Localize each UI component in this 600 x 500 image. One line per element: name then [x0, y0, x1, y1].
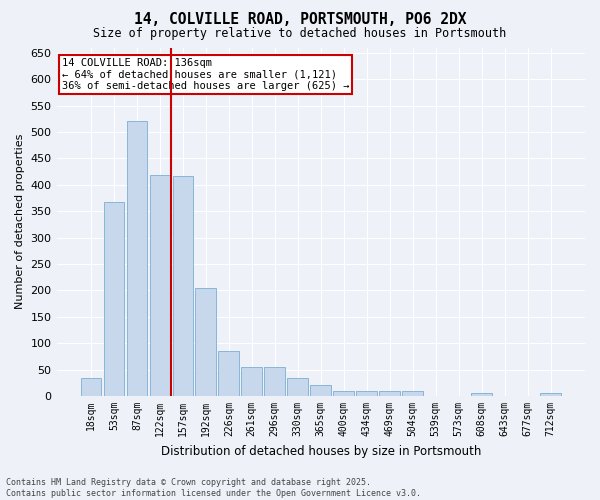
Bar [241, 367, 262, 396]
Bar [403, 391, 423, 396]
Bar [287, 378, 308, 396]
X-axis label: Distribution of detached houses by size in Portsmouth: Distribution of detached houses by size … [161, 444, 481, 458]
Text: 14, COLVILLE ROAD, PORTSMOUTH, PO6 2DX: 14, COLVILLE ROAD, PORTSMOUTH, PO6 2DX [134, 12, 466, 28]
Bar [265, 367, 285, 396]
Bar [310, 386, 331, 396]
Bar [173, 176, 193, 396]
Text: 14 COLVILLE ROAD: 136sqm
← 64% of detached houses are smaller (1,121)
36% of sem: 14 COLVILLE ROAD: 136sqm ← 64% of detach… [62, 58, 349, 91]
Bar [356, 391, 377, 396]
Bar [334, 391, 354, 396]
Y-axis label: Number of detached properties: Number of detached properties [15, 134, 25, 310]
Bar [80, 378, 101, 396]
Bar [149, 176, 170, 396]
Bar [104, 202, 124, 396]
Bar [196, 288, 216, 396]
Text: Contains HM Land Registry data © Crown copyright and database right 2025.
Contai: Contains HM Land Registry data © Crown c… [6, 478, 421, 498]
Text: Size of property relative to detached houses in Portsmouth: Size of property relative to detached ho… [94, 28, 506, 40]
Bar [127, 121, 147, 396]
Bar [540, 394, 561, 396]
Bar [472, 394, 492, 396]
Bar [218, 351, 239, 396]
Bar [379, 391, 400, 396]
